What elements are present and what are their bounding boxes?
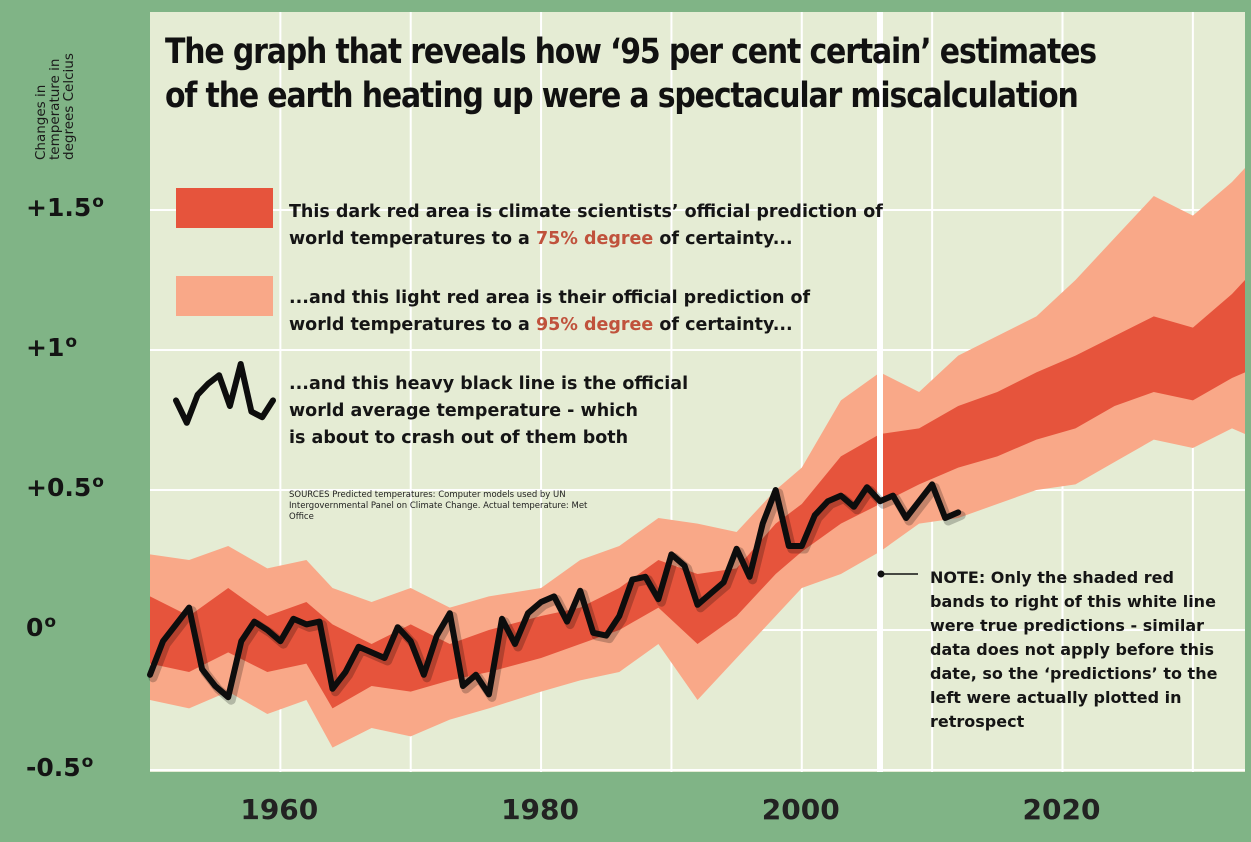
legend-dark-line-2-post: of certainty... [653,229,793,249]
band-95-area [150,168,1245,748]
y-tick-label: 0o [26,612,57,642]
legend-black-line-2: world average temperature - which [289,401,638,421]
y-tick-label: -0.5o [26,752,94,782]
legend-dark-text: This dark red area is climate scientists… [289,199,883,253]
legend-dark-line-1: This dark red area is climate scientists… [289,202,883,222]
x-tick-label: 1980 [501,793,579,826]
legend-light-line-2-post: of certainty... [653,315,793,335]
y-axis-label: Changes in temperature in degrees Celciu… [33,53,77,160]
band-75-area [150,280,1245,709]
note-pointer-dot [877,570,885,578]
legend-black-line-1: ...and this heavy black line is the offi… [289,374,689,394]
legend-swatch-75 [176,188,273,228]
title-line-2: of the earth heating up were a spectacul… [165,76,1079,116]
chart-title: The graph that reveals how ‘95 per cent … [165,30,1191,118]
legend-light-line-1: ...and this light red area is their offi… [289,288,811,308]
y-tick-label: +1.5o [26,192,104,222]
legend-black-line-3: is about to crash out of them both [289,428,629,448]
observed-temperature-line [147,481,962,701]
legend-light-line-2: world temperatures to a 95% degree of ce… [289,312,810,339]
x-tick-label: 1960 [240,793,319,826]
y-tick-label: +0.5o [26,472,104,502]
legend-dark-highlight: 75% degree [535,229,654,249]
legend-sample-black-line [173,361,276,426]
legend-dark-line-2-pre: world temperatures to a [289,229,536,249]
legend-black-text: ...and this heavy black line is the offi… [289,371,688,452]
y-tick-label: +1o [26,332,78,362]
legend-swatch-95 [176,276,273,316]
legend-light-text: ...and this light red area is their offi… [289,285,810,339]
legend-light-highlight: 95% degree [535,315,654,335]
sources-text: SOURCES Predicted temperatures: Computer… [289,490,588,522]
title-line-1: The graph that reveals how ‘95 per cent … [165,32,1097,72]
x-tick-label: 2000 [761,793,840,826]
legend-light-line-2-pre: world temperatures to a [289,315,536,335]
x-tick-label: 2020 [1022,793,1101,826]
note-text: NOTE: Only the shaded red bands to right… [930,568,1218,731]
legend-dark-line-2: world temperatures to a 75% degree of ce… [289,226,883,253]
